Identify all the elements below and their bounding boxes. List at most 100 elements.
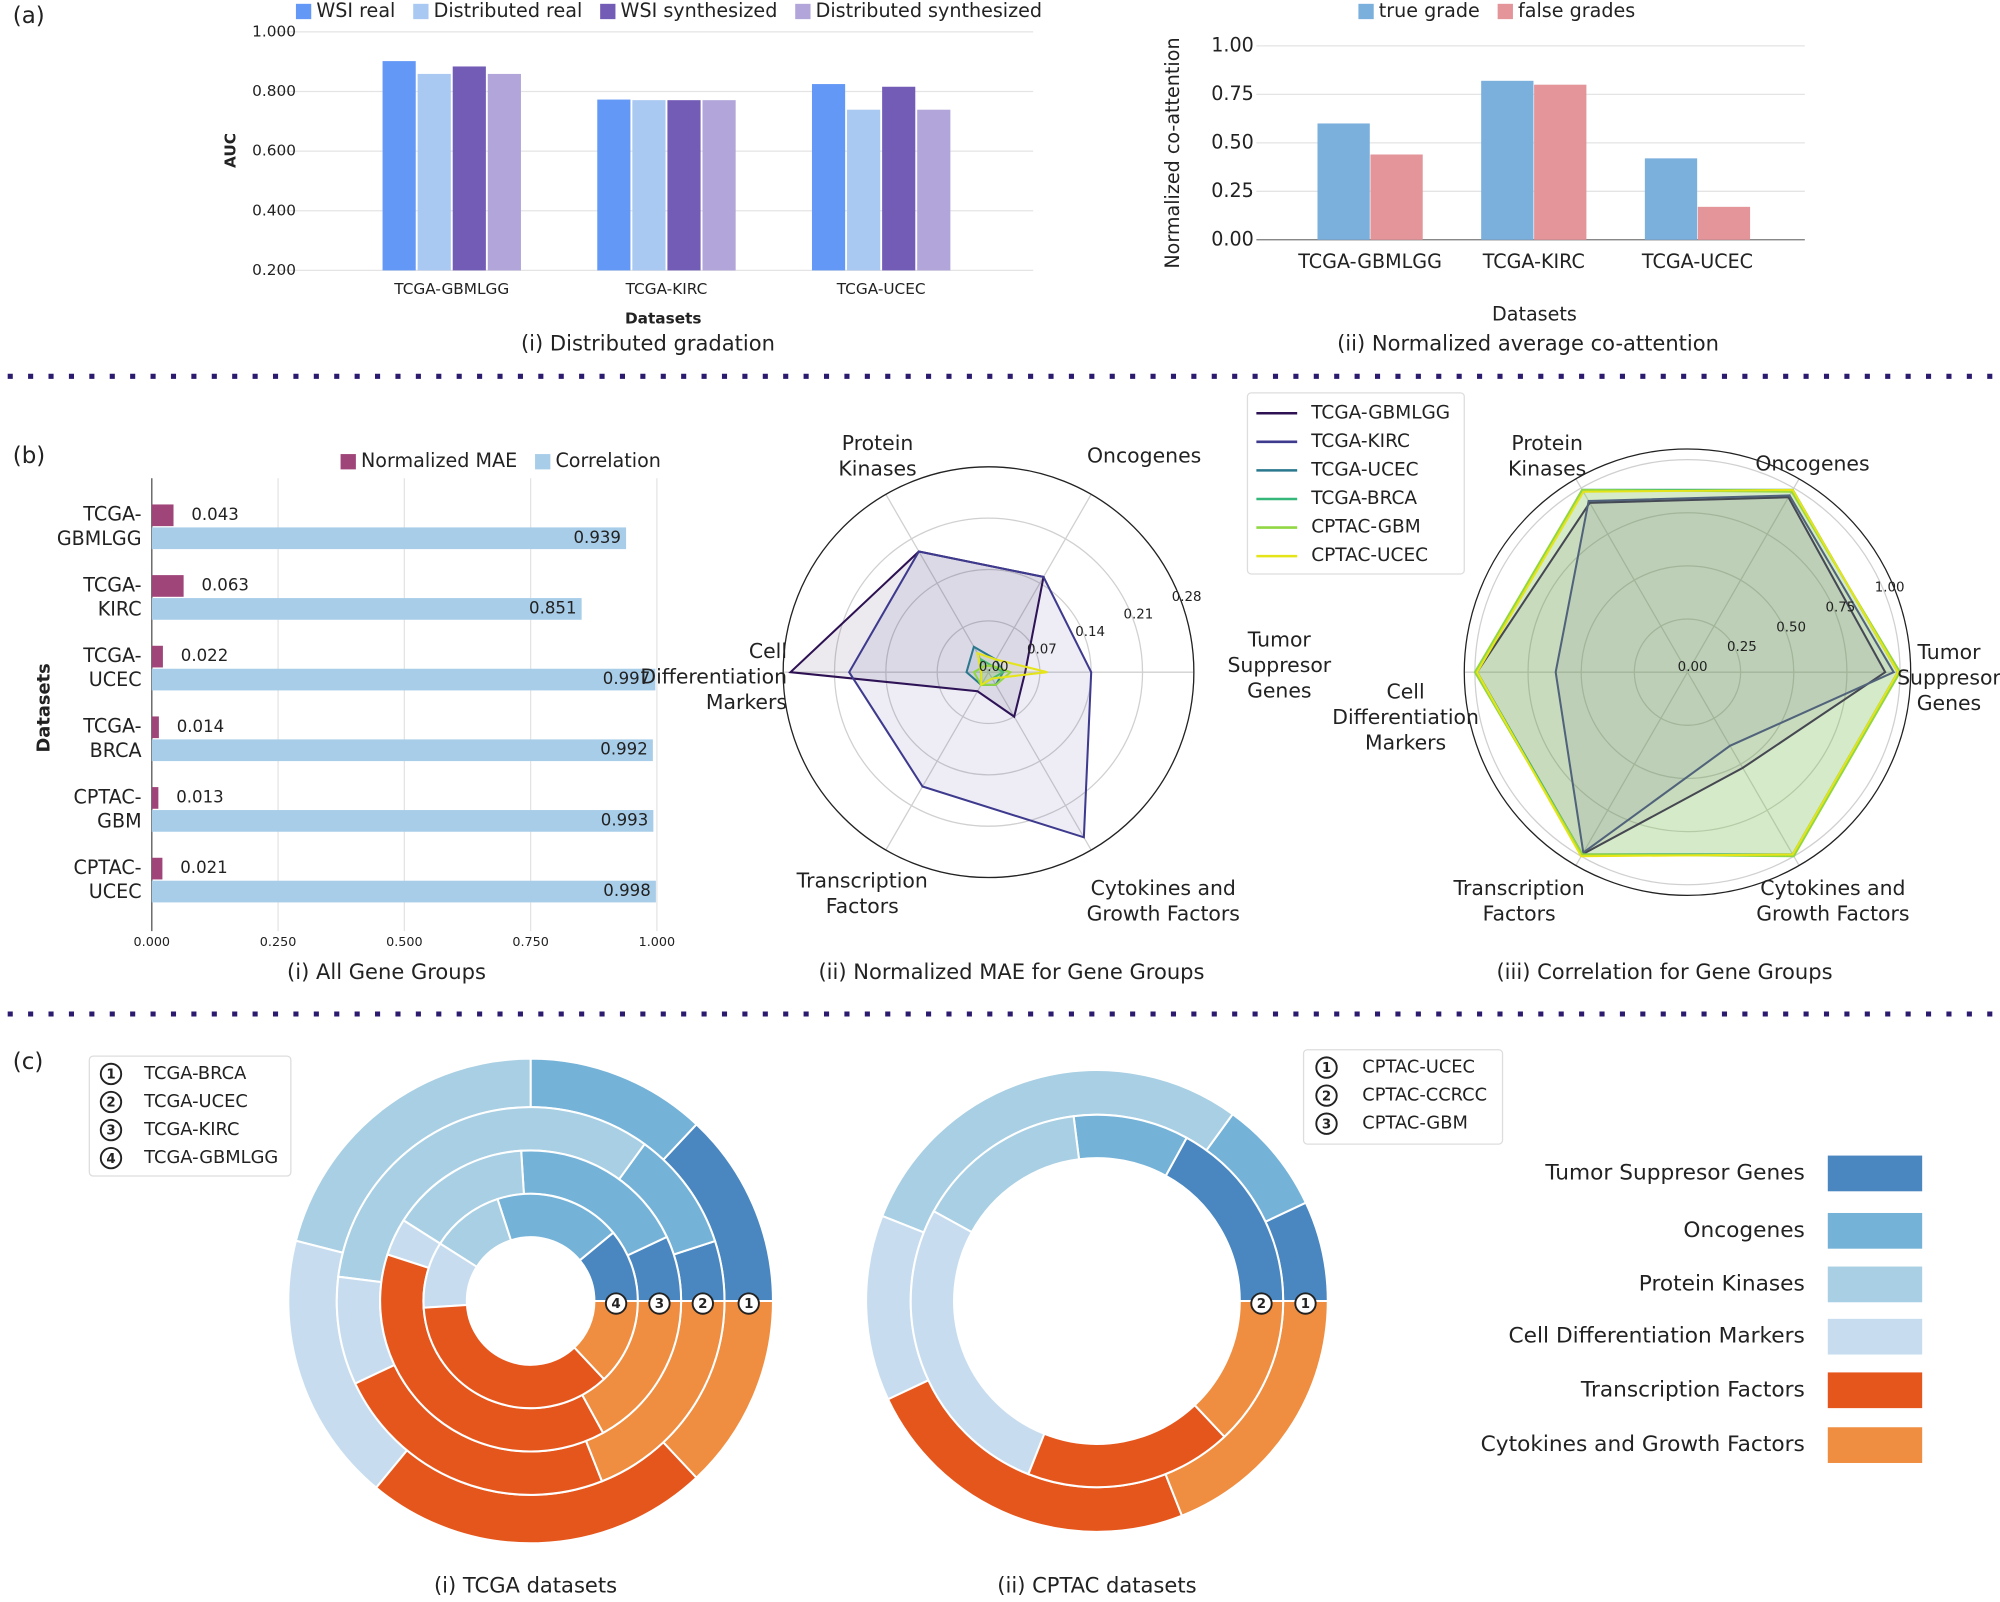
spoke (1686, 478, 1800, 673)
bar (1317, 123, 1370, 240)
bar (151, 527, 627, 550)
ring-marker (691, 1292, 714, 1315)
legend-swatch (1497, 3, 1513, 20)
caption: (i) TCGA datasets (434, 1573, 617, 1598)
spoke (987, 671, 1092, 851)
y-tick-label: 0.400 (252, 201, 296, 219)
bar (917, 109, 951, 271)
category-label: Protein Kinases (838, 431, 916, 481)
legend-marker-label: 2 (106, 1096, 115, 1111)
legend-swatch (1827, 1212, 1923, 1249)
ring-marker-label: 1 (744, 1297, 753, 1312)
radar-area (976, 651, 1048, 687)
bar (151, 739, 653, 762)
radar-area (1473, 488, 1902, 858)
legend-label: Distributed real (434, 0, 583, 22)
spoke (885, 494, 990, 673)
data-label: 0.992 (600, 740, 647, 759)
data-label: 0.993 (601, 810, 648, 829)
category-label: Cell Differentiation Markers (1332, 680, 1479, 755)
legend-label: TCGA-GBMLGG (143, 1147, 278, 1168)
x-tick-label: TCGA-GBMLGG (393, 280, 509, 298)
legend-marker (99, 1118, 123, 1142)
legend-marker-label: 1 (106, 1068, 115, 1083)
x-tick-label: 1.000 (639, 935, 676, 950)
category-label: Tumor Suppresor Genes (1897, 640, 2000, 715)
legend-label: CPTAC-UCEC (1362, 1057, 1475, 1078)
bar (811, 84, 846, 271)
legend-box (1246, 392, 1465, 575)
legend-label: TCGA-UCEC (1310, 459, 1418, 480)
legend-marker (99, 1062, 123, 1086)
legend-label: TCGA-KIRC (143, 1119, 239, 1140)
legend-marker-label: 4 (106, 1152, 115, 1167)
legend-marker (1315, 1112, 1338, 1135)
y-axis-label: Datasets (34, 663, 55, 752)
panel-label: (a) (13, 3, 45, 29)
ring-marker (737, 1292, 760, 1315)
y-tick-label: TCGA-KIRC (82, 573, 141, 620)
panel-label: (c) (13, 1049, 44, 1075)
legend-marker (99, 1146, 123, 1170)
legend-label: WSI real (316, 0, 395, 22)
legend-label: Correlation (555, 449, 660, 472)
category-label: Tumor Suppresor Genes (1227, 627, 1331, 702)
x-tick-label: TCGA-UCEC (836, 280, 926, 298)
legend-swatch (1358, 3, 1374, 20)
x-tick-label: TCGA-GBMLGG (1297, 250, 1442, 273)
category-label: Cytokines and Growth Factors (1087, 876, 1240, 926)
bar (151, 668, 656, 691)
outer-circle (1463, 448, 1912, 897)
category-label: Cell Differentiation Markers (640, 639, 787, 714)
y-axis-label: Normalized co-attention (1161, 37, 1184, 268)
legend-marker (99, 1090, 123, 1114)
y-tick-label: 0.25 (1211, 179, 1254, 202)
bar (1644, 158, 1698, 240)
category-label: Transcription Factors (796, 868, 928, 918)
r-tick-label: 0.00 (979, 660, 1009, 675)
legend-marker-label: 3 (1322, 1117, 1331, 1132)
bar (847, 109, 881, 271)
y-tick-label: 1.00 (1211, 33, 1254, 56)
category-label: Oncogenes (1087, 444, 1201, 468)
outer-circle (782, 466, 1195, 879)
radar-area (1475, 488, 1900, 858)
r-tick-label: 0.28 (1172, 590, 1202, 605)
y-tick-label: TCGA-BRCA (82, 714, 141, 761)
caption: (i) All Gene Groups (287, 959, 486, 984)
r-tick-label: 0.00 (1678, 660, 1708, 675)
y-tick-label: TCGA-UCEC (82, 643, 141, 690)
data-label: 0.021 (180, 858, 227, 877)
ring-marker-label: 3 (655, 1297, 664, 1312)
r-tick-label: 0.14 (1075, 625, 1105, 640)
bar (597, 99, 631, 271)
ring-marker (1294, 1292, 1317, 1315)
ring-marker-label: 2 (1257, 1297, 1266, 1312)
bar (151, 716, 159, 739)
legend-label: TCGA-UCEC (143, 1091, 248, 1112)
legend-box (88, 1055, 292, 1177)
legend-swatch (795, 3, 811, 20)
y-tick-label: 0.50 (1211, 130, 1254, 153)
data-label: 0.998 (603, 881, 650, 900)
legend-swatch (1827, 1427, 1923, 1463)
ring-segment (1193, 1299, 1285, 1439)
bar (667, 100, 701, 271)
r-tick-label: 0.75 (1826, 600, 1856, 615)
ring-segment (572, 1299, 639, 1381)
spoke (1575, 671, 1689, 866)
legend-label: TCGA-KIRC (1310, 431, 1410, 452)
bar (702, 100, 736, 271)
legend-label: Cell Differentiation Markers (1509, 1324, 1805, 1349)
legend-label: Cytokines and Growth Factors (1481, 1432, 1805, 1457)
radar-area (972, 664, 1013, 686)
bar (382, 61, 416, 271)
bar (1534, 84, 1587, 240)
category-label: Protein Kinases (1508, 431, 1586, 481)
data-label: 0.043 (191, 505, 238, 524)
legend-label: Tumor Suppresor Genes (1544, 1160, 1804, 1185)
spoke (885, 671, 990, 851)
x-tick-label: TCGA-KIRC (1482, 250, 1585, 273)
legend-marker-label: 1 (1322, 1061, 1331, 1076)
y-tick-label: 0.00 (1211, 227, 1254, 250)
